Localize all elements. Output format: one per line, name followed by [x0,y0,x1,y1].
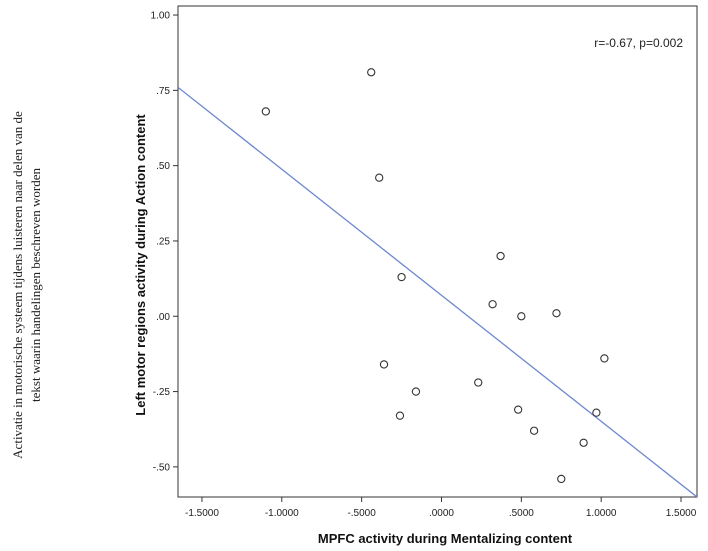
data-point [579,438,588,447]
correlation-annotation: r=-0.67, p=0.002 [594,36,683,50]
y-tick-label: 1.00 [151,11,171,22]
data-point [488,300,497,309]
data-point [529,426,539,435]
x-tick-label: 1.0000 [586,508,617,519]
y-tick-label: .00 [156,312,170,323]
data-point [513,405,523,414]
data-point [261,107,270,116]
data-point [367,68,376,77]
data-point [397,272,406,282]
data-points [261,68,609,484]
side-caption-line-1: Activatie in motorische systeem tijdens … [10,111,25,459]
y-tick-label: -.50 [153,462,171,473]
data-point [600,354,609,363]
x-tick-label: -.5000 [347,508,376,519]
data-point [379,360,389,369]
data-point [552,309,561,318]
regression-line [178,86,697,497]
y-tick-label: .75 [156,86,170,97]
y-tick-label: -.25 [153,387,171,398]
y-tick-label: .25 [156,236,170,247]
data-point [517,312,526,321]
y-tick-label: .50 [156,161,170,172]
data-point [557,474,566,484]
y-axis: -.50 -.25 .00 .25 .50 .75 1.00 [151,11,178,473]
x-tick-label: .5000 [509,508,534,519]
plot-area-frame [177,5,698,498]
x-tick-label: -1.0000 [265,508,299,519]
x-tick-label: .0000 [429,508,454,519]
y-axis-label: Left motor regions activity during Actio… [133,114,148,416]
data-point [395,411,405,420]
x-axis-label: MPFC activity during Mentalizing content [318,531,573,546]
data-point [474,378,483,387]
data-point [411,387,421,396]
x-tick-label: 1.5000 [666,508,697,519]
x-axis: -1.5000 -1.0000 -.5000 .0000 .5000 1.0000 1.50… [185,497,697,519]
data-point [496,251,505,261]
x-tick-label: -1.5000 [185,508,219,519]
data-point [375,173,384,182]
data-point [592,408,601,417]
side-caption-line-2: tekst waarin handelingen beschreven word… [28,168,43,402]
